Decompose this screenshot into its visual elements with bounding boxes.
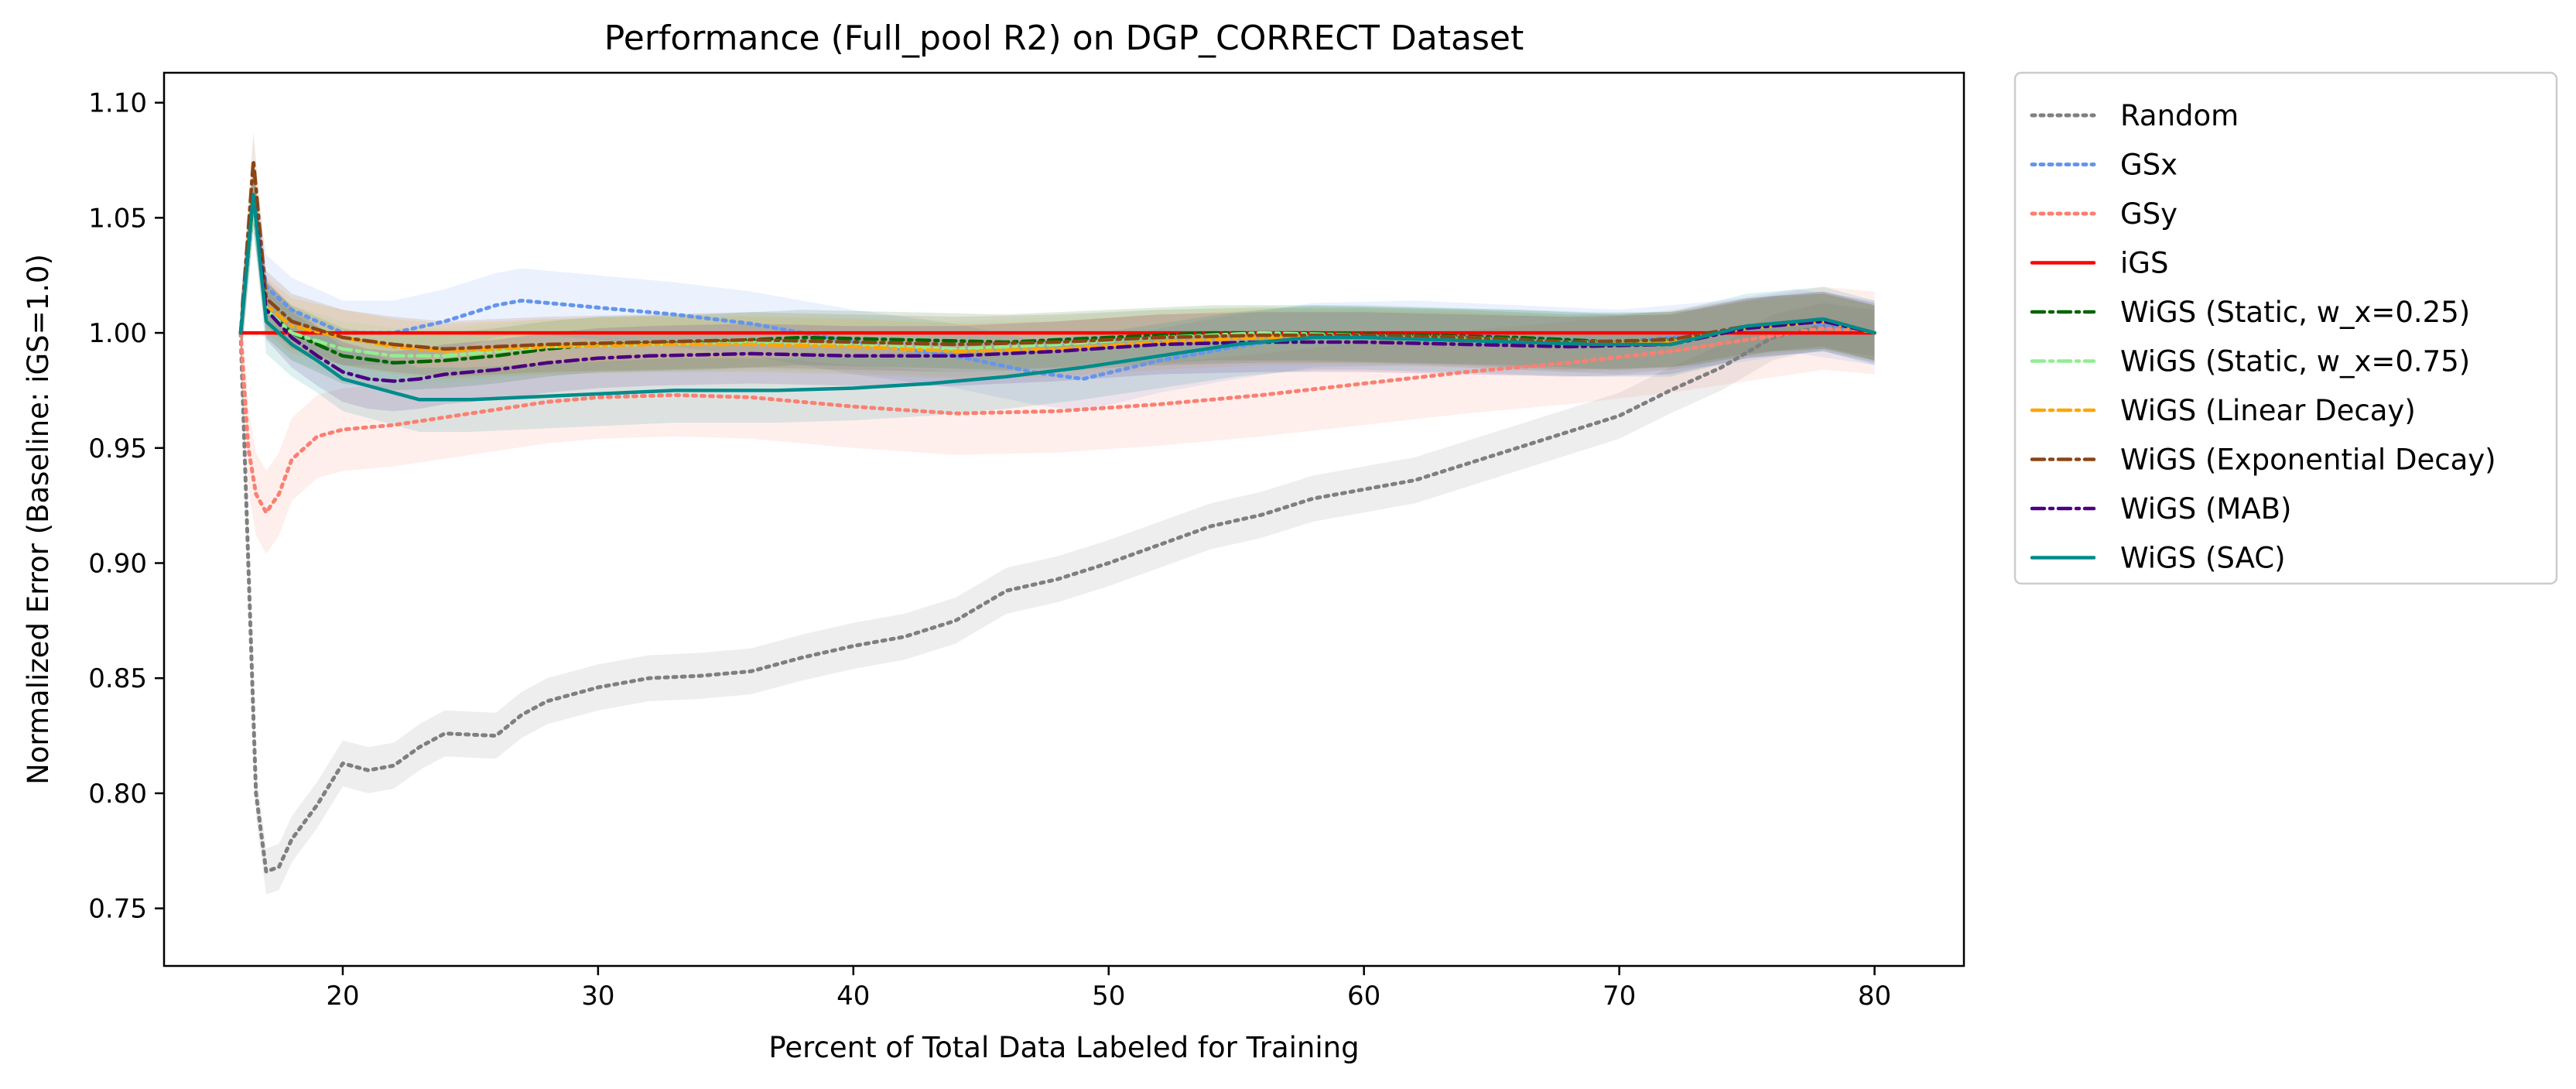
legend-label-gsy: GSy <box>2120 197 2177 231</box>
series-line-random <box>238 324 1876 874</box>
y-tick-label: 0.80 <box>88 779 147 810</box>
legend-box <box>2013 71 2558 585</box>
series-line-wigs-exponential-decay <box>238 158 1876 351</box>
legend-label-wigs-linear-decay: WiGS (Linear Decay) <box>2120 394 2416 427</box>
y-tick-label: 1.10 <box>88 88 147 119</box>
x-tick-label: 70 <box>1603 981 1636 1012</box>
legend-label-wigs-sac: WiGS (SAC) <box>2120 542 2286 575</box>
legend-label-igs: iGS <box>2120 247 2168 280</box>
plot-area-frame <box>162 71 1965 967</box>
legend: Random GSx GSy iGS WiGS (Static, w_x=0.25) Wi… <box>2013 71 2558 585</box>
y-tick-label: 1.05 <box>88 203 147 234</box>
x-tick-label: 60 <box>1347 981 1380 1012</box>
legend-label-gsx: GSx <box>2120 149 2177 182</box>
series-line-gsy <box>238 326 1876 515</box>
y-tick-label: 0.85 <box>88 663 147 694</box>
band-random <box>241 303 1875 895</box>
x-tick-label: 20 <box>326 981 359 1012</box>
band-wigs-sac <box>241 163 1875 432</box>
x-tick-label: 80 <box>1858 981 1891 1012</box>
legend-label-wigs-exponential-decay: WiGS (Exponential Decay) <box>2120 443 2496 477</box>
x-tick-label: 30 <box>581 981 614 1012</box>
legend-label-wigs-static-w-x-0-25: WiGS (Static, w_x=0.25) <box>2120 296 2470 329</box>
legend-label-wigs-static-w-x-0-75: WiGS (Static, w_x=0.75) <box>2120 345 2470 378</box>
legend-label-random: Random <box>2120 99 2239 132</box>
series-lines <box>238 158 1876 874</box>
chart-title: Performance (Full_pool R2) on DGP_CORREC… <box>604 19 1524 58</box>
band-gsy <box>241 286 1875 554</box>
series-line-wigs-mab <box>238 193 1876 383</box>
y-tick-label: 0.90 <box>88 549 147 580</box>
y-tick-label: 0.75 <box>88 894 147 925</box>
axes: 20 30 40 50 60 70 80 0.75 0.80 0.85 0.90 0.95 1.00 1.… <box>88 88 1891 1012</box>
series-line-wigs-sac <box>238 193 1876 402</box>
x-axis-title: Percent of Total Data Labeled for Traini… <box>768 1031 1359 1064</box>
band-wigs-mab <box>241 165 1875 412</box>
band-wigs-exponential-decay <box>241 132 1875 377</box>
y-tick-label: 0.95 <box>88 433 147 464</box>
confidence-bands <box>241 132 1875 895</box>
y-axis-title: Normalized Error (Baseline: iGS=1.0) <box>22 254 55 785</box>
x-tick-label: 50 <box>1092 981 1125 1012</box>
y-tick-label: 1.00 <box>88 318 147 349</box>
band-gsx <box>241 166 1875 412</box>
band-wigs-linear-decay <box>241 166 1875 379</box>
x-tick-label: 40 <box>836 981 870 1012</box>
legend-label-wigs-mab: WiGS (MAB) <box>2120 492 2291 526</box>
